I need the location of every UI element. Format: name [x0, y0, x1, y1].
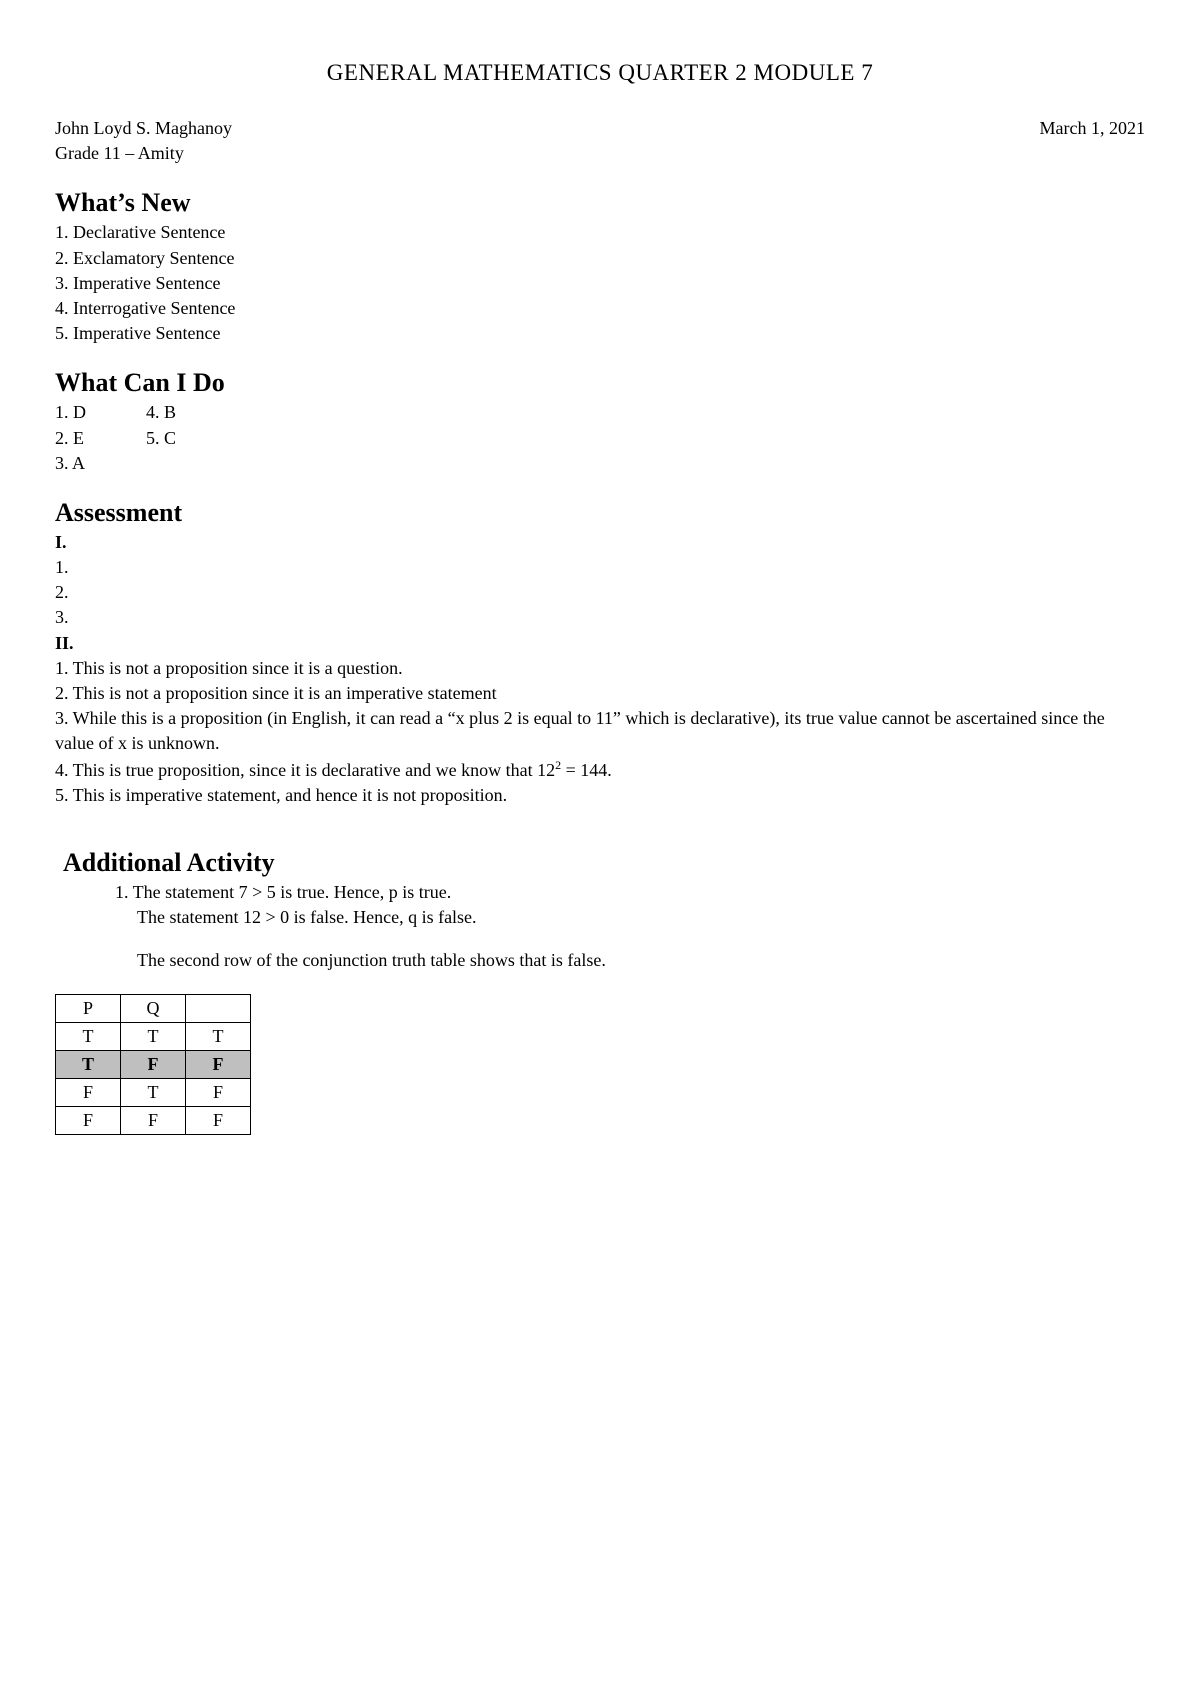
header-row: John Loyd S. Maghanoy Grade 11 – Amity M…: [55, 116, 1145, 166]
student-name: John Loyd S. Maghanoy: [55, 116, 232, 141]
list-item: 5. Imperative Sentence: [55, 321, 1145, 346]
document-page: GENERAL MATHEMATICS QUARTER 2 MODULE 7 J…: [0, 0, 1200, 1195]
additional-activity-body: 1. The statement 7 > 5 is true. Hence, p…: [115, 880, 1145, 974]
assessment-num: 1.: [55, 555, 1145, 580]
page-title: GENERAL MATHEMATICS QUARTER 2 MODULE 7: [55, 60, 1145, 86]
item4-suffix: = 144.: [561, 760, 612, 780]
list-item: 3. Imperative Sentence: [55, 271, 1145, 296]
assessment-part2-label: II.: [55, 631, 1145, 656]
list-item: 1. Declarative Sentence: [55, 220, 1145, 245]
list-item: 2. E: [55, 426, 86, 451]
grade-section: Grade 11 – Amity: [55, 141, 232, 166]
column-1: 1. D 2. E 3. A: [55, 400, 86, 476]
list-item: 2. Exclamatory Sentence: [55, 246, 1145, 271]
item4-prefix: 4. This is true proposition, since it is…: [55, 760, 555, 780]
spacer: [115, 930, 1145, 948]
assessment-heading: Assessment: [55, 498, 1145, 528]
table-cell: F: [186, 1078, 251, 1106]
list-item: 4. B: [146, 400, 176, 425]
document-date: March 1, 2021: [1040, 116, 1145, 141]
assessment-num: 2.: [55, 580, 1145, 605]
what-can-i-do-columns: 1. D 2. E 3. A 4. B 5. C: [55, 400, 1145, 476]
assessment-item: 5. This is imperative statement, and hen…: [55, 783, 1145, 808]
assessment-num: 3.: [55, 605, 1145, 630]
assessment-item: 3. While this is a proposition (in Engli…: [55, 706, 1145, 756]
list-item: 4. Interrogative Sentence: [55, 296, 1145, 321]
assessment-item-4: 4. This is true proposition, since it is…: [55, 757, 1145, 783]
table-header-cell: [186, 994, 251, 1022]
table-row: F T F: [56, 1078, 251, 1106]
table-header-cell: Q: [121, 994, 186, 1022]
table-header-cell: P: [56, 994, 121, 1022]
table-row-highlighted: T F F: [56, 1050, 251, 1078]
whats-new-heading: What’s New: [55, 188, 1145, 218]
table-cell: T: [56, 1022, 121, 1050]
assessment-item: 1. This is not a proposition since it is…: [55, 656, 1145, 681]
table-row: T T T: [56, 1022, 251, 1050]
table-cell: F: [56, 1078, 121, 1106]
table-cell: F: [121, 1050, 186, 1078]
additional-line-2: The statement 12 > 0 is false. Hence, q …: [137, 905, 1145, 930]
table-cell: T: [121, 1022, 186, 1050]
table-cell: T: [121, 1078, 186, 1106]
additional-line-3: The second row of the conjunction truth …: [137, 948, 1145, 973]
list-item: 3. A: [55, 451, 86, 476]
assessment-part1-label: I.: [55, 530, 1145, 555]
list-item: 5. C: [146, 426, 176, 451]
truth-table: P Q T T T T F F F T F F F F: [55, 994, 251, 1135]
assessment-item: 2. This is not a proposition since it is…: [55, 681, 1145, 706]
table-header-row: P Q: [56, 994, 251, 1022]
additional-line-1: 1. The statement 7 > 5 is true. Hence, p…: [115, 880, 1145, 905]
table-row: F F F: [56, 1106, 251, 1134]
whats-new-list: 1. Declarative Sentence 2. Exclamatory S…: [55, 220, 1145, 346]
assessment-block: I. 1. 2. 3. II. 1. This is not a proposi…: [55, 530, 1145, 808]
header-right: March 1, 2021: [1040, 116, 1145, 166]
table-cell: F: [186, 1050, 251, 1078]
table-cell: F: [56, 1106, 121, 1134]
column-2: 4. B 5. C: [146, 400, 176, 476]
table-cell: F: [121, 1106, 186, 1134]
header-left: John Loyd S. Maghanoy Grade 11 – Amity: [55, 116, 232, 166]
table-cell: T: [186, 1022, 251, 1050]
list-item: 1. D: [55, 400, 86, 425]
additional-activity-heading: Additional Activity: [63, 848, 1145, 878]
table-cell: F: [186, 1106, 251, 1134]
what-can-i-do-heading: What Can I Do: [55, 368, 1145, 398]
table-cell: T: [56, 1050, 121, 1078]
